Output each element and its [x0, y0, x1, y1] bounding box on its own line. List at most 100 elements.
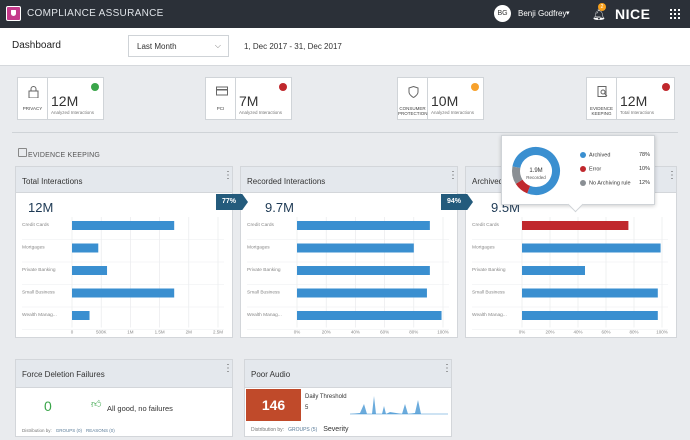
distribution-groups-link[interactable]: GROUPS (0): [55, 428, 83, 433]
x-tick-label: 40%: [573, 330, 582, 335]
card-header: Poor Audio ⋮: [245, 360, 452, 388]
evidence-keeping-icon: [18, 148, 27, 157]
kpi-icon-box: CONSUMER PROTECTION: [397, 77, 428, 120]
distribution-bar: Distribution by: GROUPS (5) Severity: [251, 426, 349, 433]
bar: [72, 288, 175, 298]
app-grid-icon[interactable]: [670, 9, 680, 19]
bar: [522, 266, 585, 275]
legend-dot: [580, 152, 586, 158]
archived-breakdown-popup: 1.9M Recorded Archived 78% Error 10% No Ar…: [501, 135, 655, 205]
lock-icon: [28, 86, 39, 101]
date-range-label: 1, Dec 2017 - 31, Dec 2017: [244, 42, 342, 51]
kpi-value: 10M: [431, 93, 459, 109]
sparkline-area: [350, 396, 448, 414]
bar: [297, 243, 414, 253]
chevron-down-icon[interactable]: ▾: [566, 10, 570, 17]
bar: [522, 288, 658, 298]
kpi-subtitle: Analyzed Interactions: [431, 110, 475, 115]
category-label: Mortgages: [472, 245, 495, 251]
donut-center-label: Recorded: [526, 175, 546, 180]
kpi-subtitle: Analyzed Interactions: [239, 110, 283, 115]
category-label: Credit Cards: [247, 222, 275, 228]
conversion-arrow: 77%: [216, 194, 248, 210]
category-label: Small Business: [22, 290, 55, 296]
x-tick-label: 20%: [322, 330, 331, 335]
legend-item-archived: Archived 78%: [580, 152, 650, 158]
divider: [12, 132, 678, 133]
date-range-select[interactable]: Last Month ⌵: [128, 35, 229, 57]
kpi-icon-box: PRIVACY: [17, 77, 48, 120]
x-tick-label: 60%: [601, 330, 610, 335]
app-logo-icon[interactable]: [6, 6, 21, 21]
category-label: Private Banking: [247, 267, 281, 273]
category-label: Small Business: [247, 290, 280, 296]
document-search-icon: [597, 86, 608, 101]
legend-value: 78%: [638, 152, 650, 158]
x-tick-label: 100%: [656, 330, 668, 335]
card-header: Force Deletion Failures ⋮: [16, 360, 233, 388]
x-tick-label: 0%: [519, 330, 526, 335]
user-name[interactable]: Benji Godfrey: [518, 9, 567, 18]
legend-item-no-archiving-rule: No Archiving rule 12%: [580, 180, 650, 186]
status-message: All good, no failures: [107, 404, 173, 413]
legend-label: Error: [589, 166, 602, 173]
distribution-bar: Distribution by: GROUPS (0) REASONS (0): [22, 428, 115, 433]
kpi-label: PCI: [216, 106, 225, 111]
card-poor-audio: Poor Audio ⋮ 146 Daily Threshold 5 Distr…: [244, 359, 452, 437]
donut-center-value: 1.9M: [529, 168, 542, 174]
bar: [72, 243, 99, 253]
threshold-label: Daily Threshold: [305, 394, 347, 400]
card-title: Total Interactions: [22, 177, 83, 186]
category-label: Private Banking: [22, 267, 56, 273]
distribution-label: Distribution by:: [251, 427, 285, 433]
x-tick-label: 80%: [629, 330, 638, 335]
bar: [297, 311, 442, 320]
more-menu-icon[interactable]: ⋮: [442, 363, 452, 374]
bar: [522, 243, 661, 253]
kpi-value: 12M: [620, 93, 648, 109]
distribution-reasons-link[interactable]: REASONS (0): [86, 428, 115, 433]
bell-icon[interactable]: 🔔︎: [592, 9, 606, 21]
x-tick-label: 40%: [351, 330, 360, 335]
kpi-evidence-keeping[interactable]: EVIDENCE KEEPING 12M Total Interactions: [586, 77, 675, 122]
failure-count: 0: [44, 398, 52, 414]
status-dot: [471, 83, 479, 91]
category-label: Mortgages: [22, 245, 45, 251]
kpi-pci[interactable]: PCI 7M Analyzed Interactions: [205, 77, 292, 122]
shield-icon: [408, 85, 419, 101]
more-menu-icon[interactable]: ⋮: [223, 170, 233, 181]
legend-value: 10%: [638, 166, 650, 172]
more-menu-icon[interactable]: ⋮: [448, 170, 458, 181]
status-dot: [279, 83, 287, 91]
bar: [72, 266, 108, 275]
x-tick-label: 0%: [294, 330, 301, 335]
x-tick-label: 20%: [545, 330, 554, 335]
x-tick-label: 0: [71, 330, 74, 335]
donut-slice: [512, 166, 523, 184]
kpi-label: CONSUMER PROTECTION: [398, 106, 428, 116]
card-title: Force Deletion Failures: [22, 370, 105, 379]
credit-card-icon: [216, 86, 228, 99]
more-menu-icon[interactable]: ⋮: [223, 363, 233, 374]
category-label: Small Business: [472, 290, 505, 296]
kpi-label: EVIDENCE KEEPING: [589, 106, 613, 116]
more-menu-icon[interactable]: ⋮: [667, 170, 677, 181]
top-bar: COMPLIANCE ASSURANCE BG Benji Godfrey ▾ …: [0, 0, 690, 28]
card-header: Total Interactions ⋮: [16, 167, 233, 193]
x-tick-label: 100%: [437, 330, 449, 335]
kpi-icon-box: PCI: [205, 77, 236, 120]
category-label: Credit Cards: [472, 222, 500, 228]
category-label: Credit Cards: [22, 222, 50, 228]
brand-logo: NICE: [615, 6, 651, 22]
avatar[interactable]: BG: [494, 5, 511, 22]
bar: [522, 221, 629, 230]
distribution-severity-link[interactable]: Severity: [323, 426, 349, 433]
kpi-privacy[interactable]: PRIVACY 12M Analyzed Interactions: [17, 77, 104, 122]
chevron-down-icon: ⌵: [214, 41, 221, 50]
poor-audio-count: 146: [246, 389, 301, 421]
category-label: Wealth Manag...: [22, 312, 57, 318]
kpi-consumer-protection[interactable]: CONSUMER PROTECTION 10M Analyzed Interac…: [397, 77, 484, 122]
distribution-groups-link[interactable]: GROUPS (5): [288, 427, 318, 433]
bar: [297, 266, 430, 275]
legend-dot: [580, 180, 586, 186]
